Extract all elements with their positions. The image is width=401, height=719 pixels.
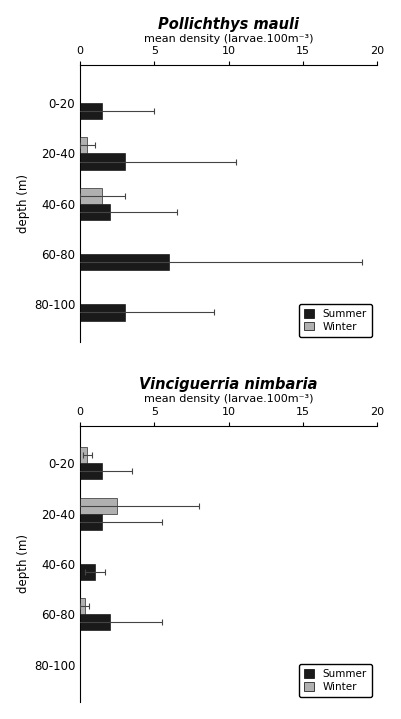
Bar: [80, 447, 87, 463]
Bar: [80, 564, 95, 580]
X-axis label: mean density (larvae.100m⁻³): mean density (larvae.100m⁻³): [144, 395, 314, 404]
Legend: Summer, Winter: Summer, Winter: [299, 664, 372, 697]
Bar: [80, 614, 110, 631]
Bar: [80, 304, 125, 321]
Bar: [80, 598, 85, 614]
Title: Vinciguerria nimbaria: Vinciguerria nimbaria: [140, 377, 318, 392]
Bar: [80, 188, 102, 203]
Y-axis label: depth (m): depth (m): [17, 534, 30, 593]
X-axis label: mean density (larvae.100m⁻³): mean density (larvae.100m⁻³): [144, 35, 314, 45]
Bar: [80, 498, 117, 513]
Legend: Summer, Winter: Summer, Winter: [299, 304, 372, 337]
Bar: [80, 254, 169, 270]
Bar: [80, 137, 87, 153]
Bar: [80, 203, 110, 220]
Y-axis label: depth (m): depth (m): [17, 174, 30, 233]
Title: Pollichthys mauli: Pollichthys mauli: [158, 17, 299, 32]
Bar: [80, 153, 125, 170]
Text: (a): (a): [354, 324, 371, 336]
Bar: [80, 513, 102, 530]
Bar: [80, 103, 102, 119]
Bar: [80, 463, 102, 480]
Text: (b): (b): [354, 684, 371, 697]
